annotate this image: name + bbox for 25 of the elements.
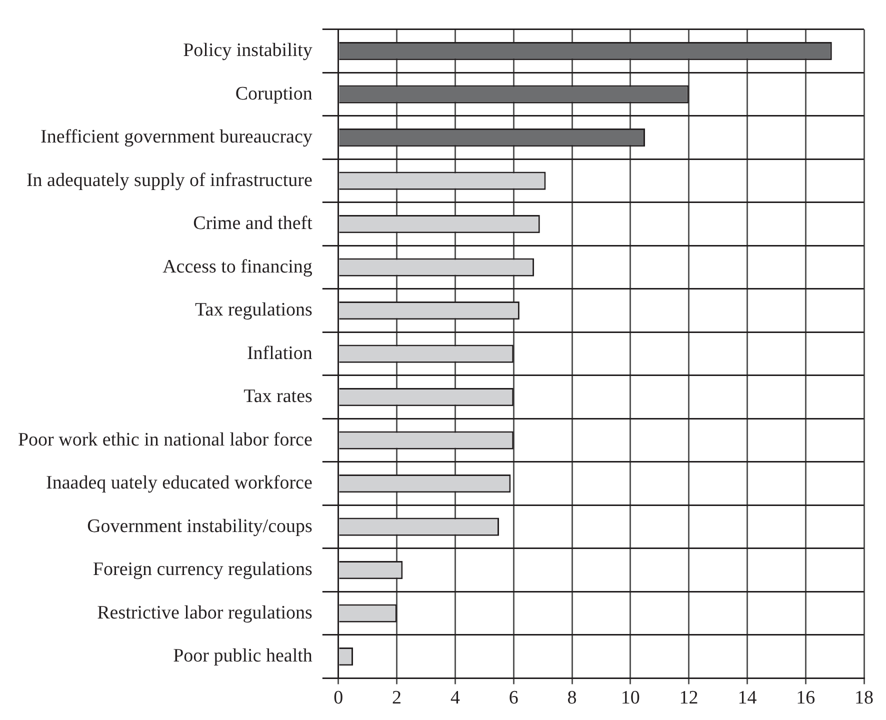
y-tick-label: Inflation [246, 342, 313, 364]
y-tick-label: Policy instability [183, 40, 313, 62]
x-tick-label: 6 [508, 688, 518, 709]
x-tick-label: 10 [620, 688, 640, 709]
x-tick-label: 4 [450, 688, 460, 709]
y-tick-label: Inefficient government bureaucracy [40, 126, 313, 148]
y-tick-label: Restrictive labor regulations [97, 602, 312, 624]
y-tick-label: Access to financing [162, 256, 313, 278]
y-tick-label: Poor public health [173, 646, 313, 667]
y-tick-label: Tax rates [244, 386, 312, 408]
x-tick-label: 8 [567, 688, 577, 709]
y-tick-label: Inaadeq uately educated workforce [46, 472, 312, 494]
y-tick-label: Foreign currency regulations [92, 559, 312, 580]
x-tick-label: 18 [854, 688, 874, 709]
y-tick-label: In adequately supply of infrastructure [26, 170, 312, 191]
y-tick-label: Poor work ethic in national labor force [18, 429, 312, 450]
x-tick-label: 16 [796, 688, 816, 709]
y-tick-label: Government instability/coups [87, 516, 312, 537]
y-tick-label: Coruption [235, 83, 313, 104]
y-tick-label: Crime and theft [193, 213, 314, 234]
x-tick-label: 14 [738, 688, 758, 709]
x-tick-label: 0 [334, 688, 344, 709]
x-tick-label: 2 [392, 688, 402, 709]
x-tick-label: 12 [679, 688, 698, 709]
y-tick-label: Tax regulations [195, 300, 312, 321]
